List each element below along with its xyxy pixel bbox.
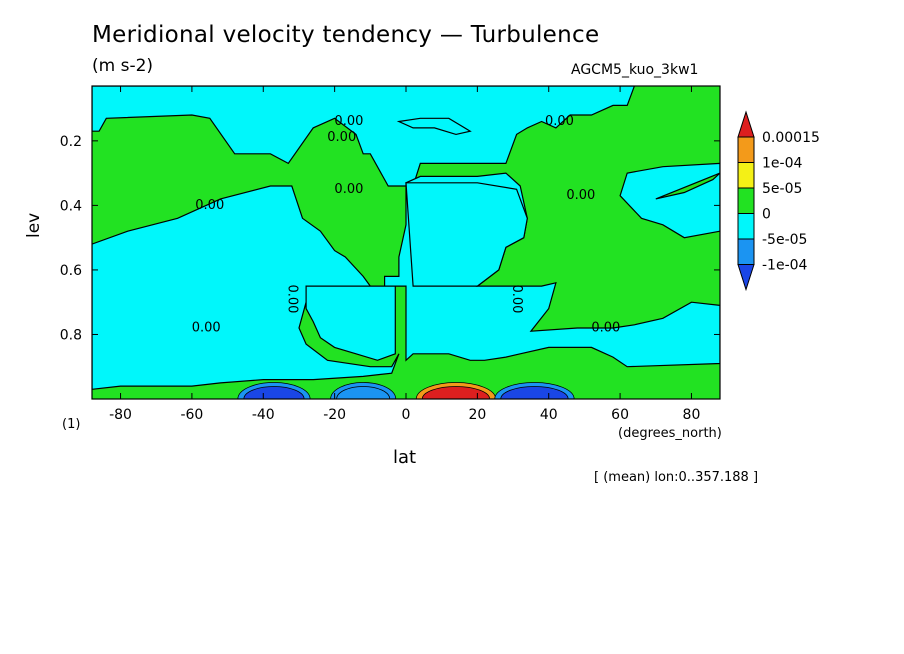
colorbar-label-0: 0.00015 [762, 130, 820, 146]
x-tick-label-7: 60 [611, 407, 629, 423]
x-tick-label-1: -60 [180, 407, 203, 423]
negative-region-2 [305, 285, 396, 361]
x-tick-label-6: 40 [540, 407, 558, 423]
negative-region-5 [396, 117, 472, 136]
contour-label-8: 0.00 [284, 284, 299, 313]
contour-label-6: 0.00 [192, 321, 221, 336]
contour-label-1: 0.00 [327, 130, 356, 145]
negative-region-0 [92, 86, 636, 187]
colorbar-label-3: 0 [762, 207, 771, 223]
x-axis-units: (degrees_north) [618, 426, 722, 441]
colorbar-bottom-arrow [737, 264, 755, 292]
x-tick-label-3: -20 [323, 407, 346, 423]
contour-label-2: 0.00 [545, 114, 574, 129]
colorbar-label-5: -1e-04 [762, 258, 808, 274]
colorbar-top-arrow [737, 110, 755, 138]
contour-label-4: 0.00 [334, 182, 363, 197]
colorbar-segment-5 [737, 238, 755, 265]
contour-label-7: 0.00 [591, 321, 620, 336]
chart-title: Meridional velocity tendency — Turbulenc… [92, 22, 600, 48]
negative-region-4 [619, 162, 720, 239]
colorbar-segment-1 [737, 136, 755, 163]
y-tick-label-3: 0.8 [60, 327, 82, 343]
colorbar-label-4: -5e-05 [762, 232, 807, 248]
run-label: AGCM5_kuo_3kw1 [571, 62, 699, 78]
contour-label-9: 0.00 [509, 284, 524, 313]
negative-region-3 [405, 182, 528, 287]
x-axis-label: lat [393, 447, 417, 468]
index-label: (1) [62, 417, 81, 432]
colorbar-label-2: 5e-05 [762, 181, 802, 197]
y-tick-label-0: 0.2 [60, 134, 82, 150]
x-tick-label-5: 20 [468, 407, 486, 423]
y-tick-label-1: 0.4 [60, 198, 82, 214]
colorbar-segment-4 [737, 213, 755, 240]
contour-label-5: 0.00 [566, 188, 595, 203]
colorbar-segment-3 [737, 187, 755, 214]
contour-label-3: 0.00 [195, 198, 224, 213]
mean-note: [ (mean) lon:0..357.188 ] [594, 470, 759, 485]
contour-label-0: 0.00 [334, 114, 363, 129]
x-tick-label-8: 80 [683, 407, 701, 423]
y-tick-label-2: 0.6 [60, 263, 82, 279]
x-tick-label-4: 0 [402, 407, 411, 423]
colorbar-label-1: 1e-04 [762, 156, 802, 172]
chart-units: (m s-2) [92, 56, 154, 76]
x-tick-label-2: -40 [252, 407, 275, 423]
colorbar-segment-2 [737, 162, 755, 189]
x-tick-label-0: -80 [109, 407, 132, 423]
